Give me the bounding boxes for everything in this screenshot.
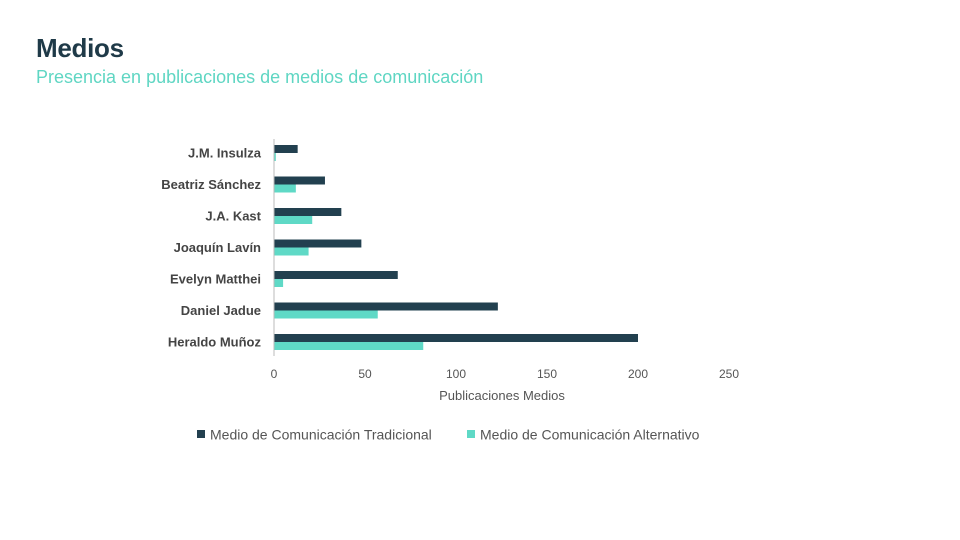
- page-title: Medios: [36, 33, 124, 63]
- legend-swatch: [197, 430, 205, 438]
- legend-label: Medio de Comunicación Tradicional: [210, 427, 432, 443]
- bar-alternative: [274, 342, 424, 350]
- category-label: J.M. Insulza: [188, 146, 262, 161]
- bar-traditional: [274, 334, 638, 342]
- x-tick-label: 200: [628, 367, 648, 381]
- x-axis-title: Publicaciones Medios: [439, 388, 565, 403]
- category-labels: J.M. Insulza Beatriz Sánchez J.A. Kast Joaq…: [161, 146, 261, 350]
- x-tick-label: 100: [446, 367, 466, 381]
- bar-alternative: [274, 184, 296, 193]
- page-subtitle: Presencia en publicaciones de medios de …: [36, 67, 484, 87]
- bar-traditional: [274, 302, 498, 311]
- legend: Medio de Comunicación Tradicional Medio d…: [197, 427, 700, 443]
- bars: [274, 145, 638, 350]
- bar-alternative: [274, 279, 284, 287]
- legend-label: Medio de Comunicación Alternativo: [480, 427, 700, 443]
- x-axis-ticks: 0 50 100 150 200 250: [271, 367, 740, 381]
- bar-traditional: [274, 239, 362, 248]
- bar-alternative: [274, 247, 309, 256]
- x-tick-label: 0: [271, 367, 278, 381]
- category-label: Heraldo Muñoz: [168, 335, 262, 350]
- category-label: Joaquín Lavín: [174, 240, 261, 255]
- bar-alternative: [274, 153, 276, 161]
- x-tick-label: 50: [358, 367, 372, 381]
- category-label: Beatriz Sánchez: [161, 177, 261, 192]
- bar-alternative: [274, 310, 378, 319]
- category-label: Daniel Jadue: [181, 303, 261, 318]
- bar-traditional: [274, 176, 325, 185]
- legend-swatch: [467, 430, 475, 438]
- bar-traditional: [274, 145, 298, 153]
- bar-alternative: [274, 216, 313, 224]
- category-label: J.A. Kast: [205, 209, 261, 224]
- category-label: Evelyn Matthei: [170, 272, 261, 287]
- bar-traditional: [274, 271, 398, 279]
- bar-traditional: [274, 208, 342, 216]
- x-tick-label: 150: [537, 367, 557, 381]
- x-tick-label: 250: [719, 367, 739, 381]
